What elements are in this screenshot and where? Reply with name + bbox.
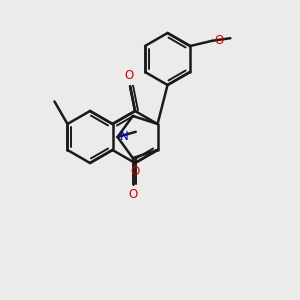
Text: N: N: [119, 130, 128, 142]
Text: O: O: [130, 165, 140, 178]
Text: O: O: [124, 69, 134, 82]
Text: O: O: [128, 188, 137, 201]
Text: O: O: [214, 34, 224, 47]
